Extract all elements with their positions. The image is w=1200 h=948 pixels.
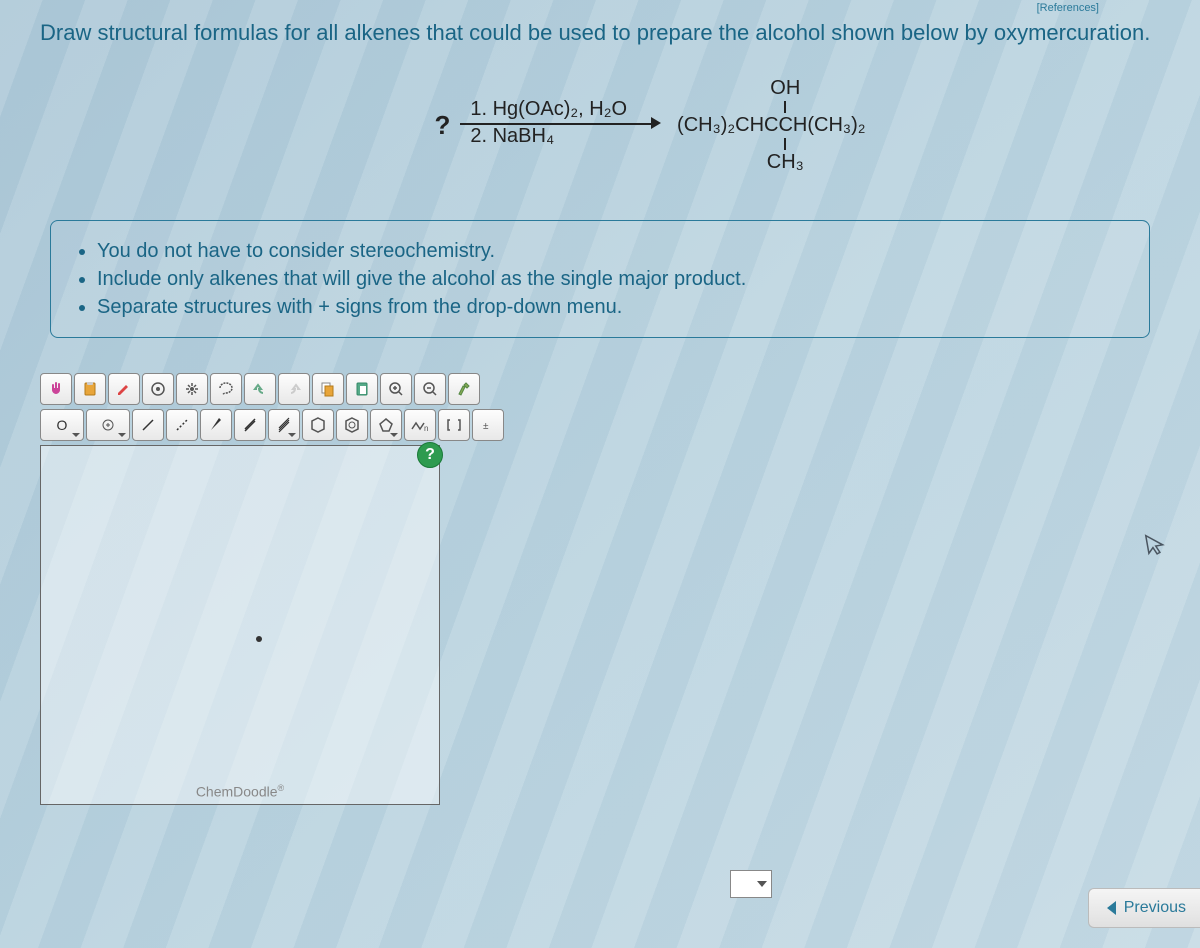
- instruction-item: Separate structures with + signs from th…: [97, 293, 1127, 321]
- wedge-bond-icon[interactable]: [200, 409, 232, 441]
- reactant-unknown: ?: [434, 110, 450, 141]
- edit-icon[interactable]: [108, 373, 140, 405]
- product-structure: OH (CH₃)₂CHCCH(CH₃)₂ CH₃: [677, 76, 865, 175]
- zoom-out-icon[interactable]: [414, 373, 446, 405]
- cursor-icon: [1139, 528, 1173, 567]
- paste-icon[interactable]: [346, 373, 378, 405]
- undo-icon[interactable]: [244, 373, 276, 405]
- product-oh: OH: [770, 76, 800, 101]
- instructions-box: You do not have to consider stereochemis…: [50, 220, 1150, 338]
- clean-icon[interactable]: [448, 373, 480, 405]
- instruction-item: You do not have to consider stereochemis…: [97, 237, 1127, 265]
- reaction-scheme: ? 1. Hg(OAc)₂, H₂O 2. NaBH₄ OH (CH₃)₂CHC…: [140, 76, 1160, 175]
- chemdoodle-brand: ChemDoodle®: [196, 783, 284, 800]
- element-picker[interactable]: O: [40, 409, 84, 441]
- help-button[interactable]: ?: [417, 442, 443, 468]
- reagent-block: 1. Hg(OAc)₂, H₂O 2. NaBH₄: [470, 96, 627, 154]
- drawing-canvas[interactable]: ? ChemDoodle®: [40, 445, 440, 805]
- dashed-bond-icon[interactable]: [166, 409, 198, 441]
- hand-tool-icon[interactable]: [40, 373, 72, 405]
- svg-text:n: n: [424, 424, 428, 433]
- chain-icon[interactable]: n: [404, 409, 436, 441]
- structure-separator-dropdown[interactable]: [730, 870, 772, 898]
- expand-icon[interactable]: [176, 373, 208, 405]
- toolbar-row-2: O n ±: [40, 409, 1160, 441]
- copy-icon[interactable]: [312, 373, 344, 405]
- product-ch3: CH₃: [767, 150, 804, 175]
- toolbar-row-1: [40, 373, 1160, 405]
- canvas-seed-atom[interactable]: [256, 636, 262, 642]
- cyclohexane-icon[interactable]: [302, 409, 334, 441]
- charge-icon[interactable]: ±: [472, 409, 504, 441]
- clipboard-icon[interactable]: [74, 373, 106, 405]
- reagent-line-1: 1. Hg(OAc)₂, H₂O: [470, 98, 627, 121]
- benzene-icon[interactable]: [336, 409, 368, 441]
- lasso-icon[interactable]: [210, 373, 242, 405]
- question-text: Draw structural formulas for all alkenes…: [40, 18, 1160, 48]
- atom-ring-icon[interactable]: [142, 373, 174, 405]
- redo-icon[interactable]: [278, 373, 310, 405]
- svg-text:±: ±: [483, 421, 489, 432]
- charge-picker[interactable]: [86, 409, 130, 441]
- previous-button[interactable]: Previous: [1088, 888, 1200, 928]
- references-link[interactable]: [References]: [1031, 0, 1105, 16]
- zoom-in-icon[interactable]: [380, 373, 412, 405]
- product-main: (CH₃)₂CHCCH(CH₃)₂: [677, 113, 865, 138]
- double-bond-icon[interactable]: [234, 409, 266, 441]
- reagent-line-2: 2. NaBH₄: [470, 125, 554, 148]
- cyclopentane-icon[interactable]: [370, 409, 402, 441]
- instruction-item: Include only alkenes that will give the …: [97, 265, 1127, 293]
- bracket-icon[interactable]: [438, 409, 470, 441]
- triple-bond-icon[interactable]: [268, 409, 300, 441]
- sketcher: O n ± ? ChemDoodle®: [40, 373, 1160, 805]
- single-bond-icon[interactable]: [132, 409, 164, 441]
